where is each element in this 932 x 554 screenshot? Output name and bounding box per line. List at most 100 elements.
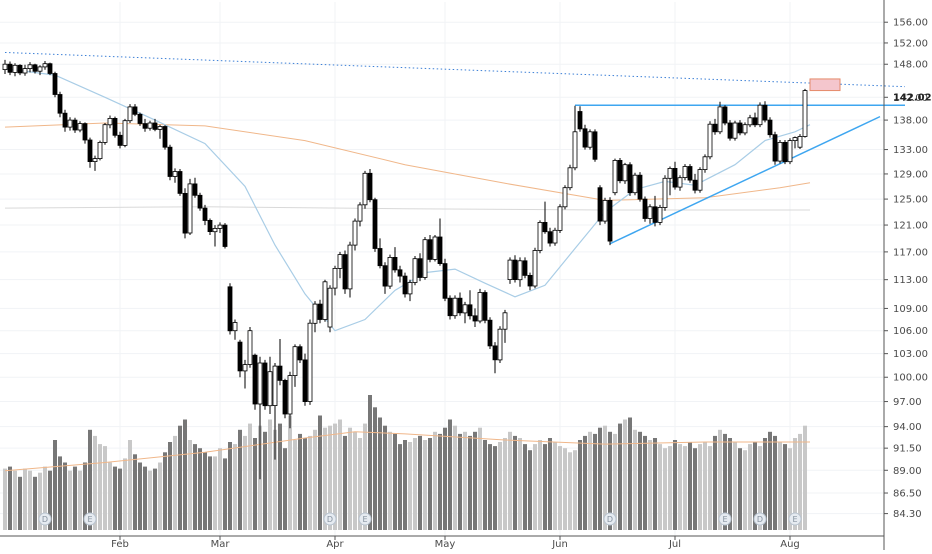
volume-bar [218, 448, 222, 530]
candle-body [307, 322, 313, 402]
volume-bar [618, 423, 622, 530]
candle-body [697, 169, 703, 191]
candle-body [742, 124, 748, 134]
candle-body [657, 206, 663, 223]
candle-body [797, 136, 803, 148]
price-axis[interactable]: 156.00 152.00 148.00 142.00 138.00 133.00 129.… [883, 0, 932, 550]
volume-bar [233, 444, 237, 530]
time-axis[interactable]: Feb Mar Apr May Jun Jul Aug [0, 535, 884, 550]
event-marker-label: E [362, 515, 367, 524]
event-marker-e[interactable] [788, 512, 802, 526]
volume-bar [223, 458, 227, 530]
candle-body [7, 63, 13, 73]
candle-body [502, 312, 508, 330]
volume-bar [58, 456, 62, 530]
volume-bar [723, 433, 727, 530]
candle-body [572, 131, 578, 169]
candle-body [672, 167, 678, 188]
last-price-label: 142.02 [893, 93, 932, 104]
volume-average-line [4, 431, 810, 472]
candle-body [282, 379, 288, 415]
candle-body [257, 362, 263, 405]
volume-bar [248, 423, 252, 530]
candle-body [577, 111, 583, 130]
volume-bar [508, 431, 512, 530]
candle-body [312, 303, 318, 324]
candle-body [287, 375, 293, 415]
volume-bar [438, 433, 442, 530]
volume-bar [133, 454, 137, 530]
volume-bar [703, 442, 707, 530]
volume-bar [738, 448, 742, 530]
candle-body [382, 265, 388, 287]
price-tick-label: 142.00 [893, 93, 928, 104]
candle-body [767, 119, 773, 136]
volume-bar [548, 438, 552, 530]
volume-bar [498, 442, 502, 530]
candle-body [392, 256, 398, 271]
volume-bar [763, 438, 767, 530]
price-tick-label: 106.00 [893, 326, 928, 337]
volume-bar [113, 466, 117, 530]
candle-body [137, 113, 143, 124]
highlight-box[interactable] [809, 78, 841, 92]
candle-body [677, 177, 683, 188]
candle-body [597, 187, 603, 222]
dotted-trendline-line[interactable] [4, 51, 906, 88]
volume-bar [333, 423, 337, 530]
candle-body [517, 260, 523, 281]
price-tick-label: 152.00 [893, 38, 928, 49]
volume-bar [358, 438, 362, 530]
price-tick-label: 156.00 [893, 18, 928, 29]
volume-bar [418, 435, 422, 530]
volume-bar [368, 395, 372, 530]
volume-bar [458, 433, 462, 530]
volume-bar [603, 425, 607, 530]
volume-bar [638, 431, 642, 530]
price-tick-label: 129.00 [893, 169, 928, 180]
volume-bar [78, 470, 82, 530]
price-tick-label: 125.00 [893, 195, 928, 206]
candle-body [722, 106, 728, 124]
volume-bar [193, 444, 197, 530]
volume-bar [163, 452, 167, 530]
candle-body [367, 172, 373, 201]
candle-body [612, 159, 618, 194]
candle-body [617, 159, 623, 182]
event-marker-d[interactable] [38, 512, 52, 526]
event-marker-d[interactable] [603, 512, 617, 526]
price-tick-label: 84.30 [893, 509, 922, 520]
volume-bar [28, 470, 32, 530]
volume-bar [123, 458, 127, 530]
price-tick-label: 121.00 [893, 221, 928, 232]
volume-bar [678, 444, 682, 530]
event-marker-d[interactable] [323, 512, 337, 526]
volume-bar [323, 427, 327, 530]
volume-bar [683, 446, 687, 530]
event-marker-e[interactable] [358, 512, 372, 526]
price-tick-label: 138.00 [893, 116, 928, 127]
sma-short-line [4, 68, 811, 332]
candle-body [227, 286, 233, 332]
volume-bar [373, 407, 377, 530]
price-tick-label: 103.00 [893, 349, 928, 360]
event-marker-e[interactable] [718, 512, 732, 526]
volume-bar [178, 425, 182, 530]
candle-body [62, 112, 68, 128]
candle-body [632, 174, 638, 194]
event-marker-d[interactable] [753, 512, 767, 526]
volume-bar [733, 442, 737, 530]
event-marker-label: E [722, 515, 727, 524]
trend-drawings[interactable] [4, 51, 906, 245]
volume-bar [83, 462, 87, 530]
candle-body [457, 297, 463, 314]
price-tick-label: 109.00 [893, 304, 928, 315]
event-marker-e[interactable] [83, 512, 97, 526]
volume-bar [53, 440, 57, 530]
candle-body [557, 206, 563, 231]
candle-body [792, 137, 798, 142]
candle-body [217, 224, 223, 229]
candle-body [372, 199, 378, 249]
